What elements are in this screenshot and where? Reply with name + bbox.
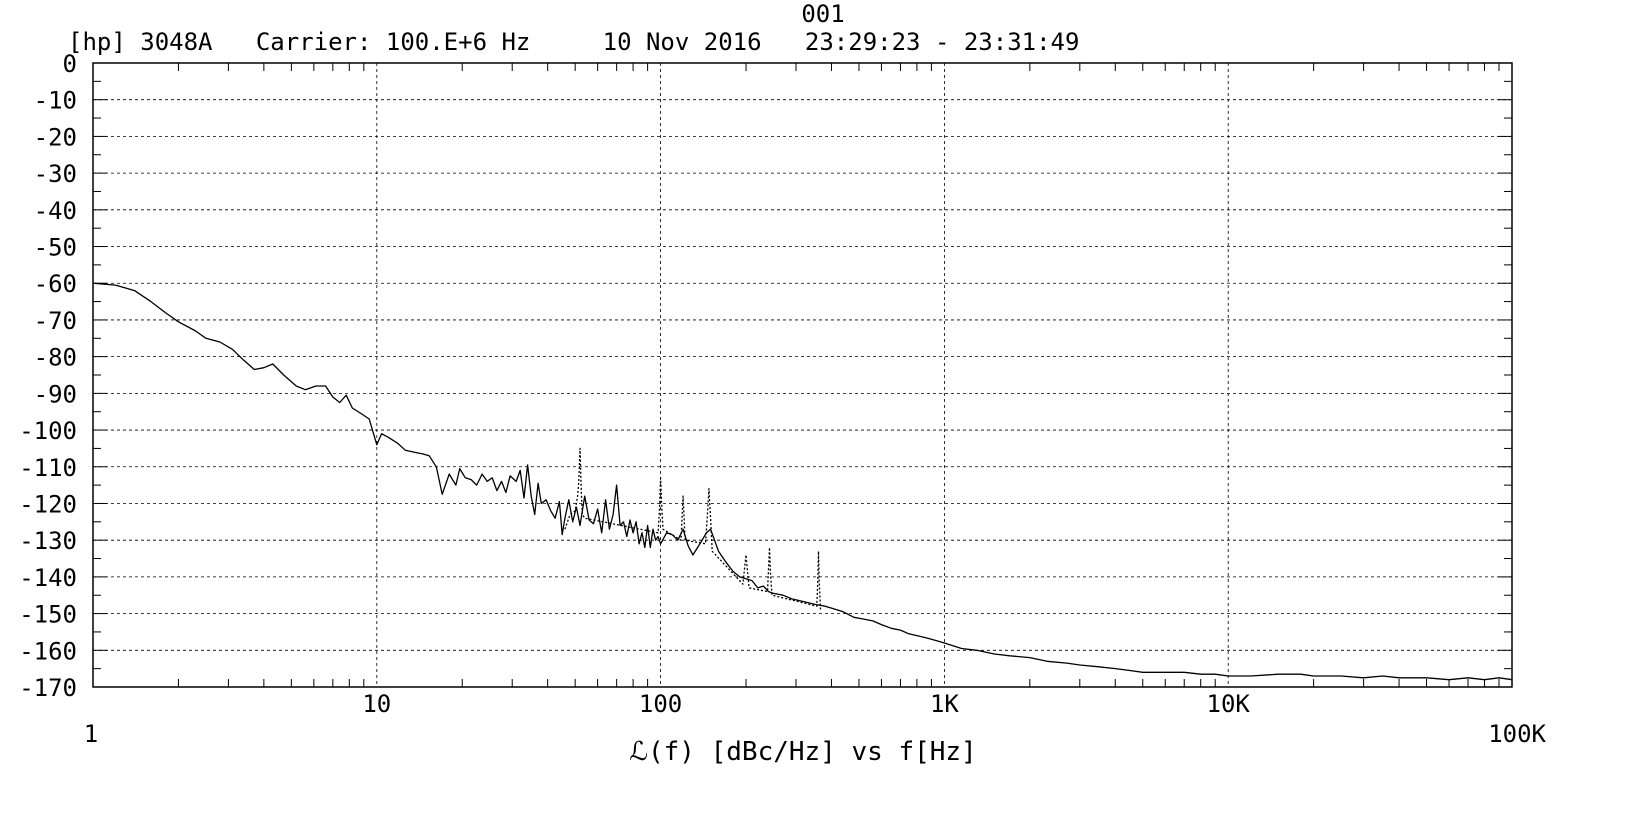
x-tick-label: 1K <box>930 690 959 718</box>
data-series <box>92 282 1513 681</box>
x-tick-label: 10 <box>362 690 391 718</box>
grid-lines <box>93 63 1512 687</box>
x-tick-label: 1 <box>84 720 98 748</box>
y-tick-label: -160 <box>19 637 77 665</box>
y-tick-label: -130 <box>19 527 77 555</box>
y-tick-label: -70 <box>34 307 77 335</box>
y-tick-labels: 0 -10 -20 -30 -40 -50 -60 -70 -80 -90 -100 -110 -120… <box>19 50 77 702</box>
y-tick-label: -170 <box>19 674 77 702</box>
y-tick-label: -140 <box>19 564 77 592</box>
y-tick-label: -10 <box>34 87 77 115</box>
y-tick-label: -110 <box>19 454 77 482</box>
x-axis-label: ℒ(f) [dBc/Hz] vs f[Hz] <box>629 737 976 767</box>
x-tick-labels: 1 10 100 1K 10K 100K <box>84 690 1547 748</box>
x-tick-label: 100K <box>1488 720 1546 748</box>
chart-id-label: 001 <box>801 0 844 28</box>
y-tick-label: -50 <box>34 234 77 262</box>
y-tick-label: -100 <box>19 417 77 445</box>
chart-header-info: [hp] 3048A Carrier: 100.E+6 Hz 10 Nov 20… <box>68 28 1079 56</box>
plot-frame <box>92 62 1513 688</box>
phase-noise-trace-line <box>92 282 1513 681</box>
y-tick-label: -150 <box>19 601 77 629</box>
spur-trace-line <box>564 447 822 610</box>
y-tick-label: 0 <box>63 50 77 78</box>
y-tick-label: -60 <box>34 270 77 298</box>
y-tick-label: -30 <box>34 160 77 188</box>
x-tick-label: 100 <box>639 690 682 718</box>
y-tick-label: -40 <box>34 197 77 225</box>
y-tick-label: -90 <box>34 380 77 408</box>
axis-ticks <box>93 62 1512 688</box>
y-tick-label: -80 <box>34 344 77 372</box>
y-tick-label: -20 <box>34 123 77 151</box>
y-tick-label: -120 <box>19 490 77 518</box>
x-tick-label: 10K <box>1207 690 1251 718</box>
